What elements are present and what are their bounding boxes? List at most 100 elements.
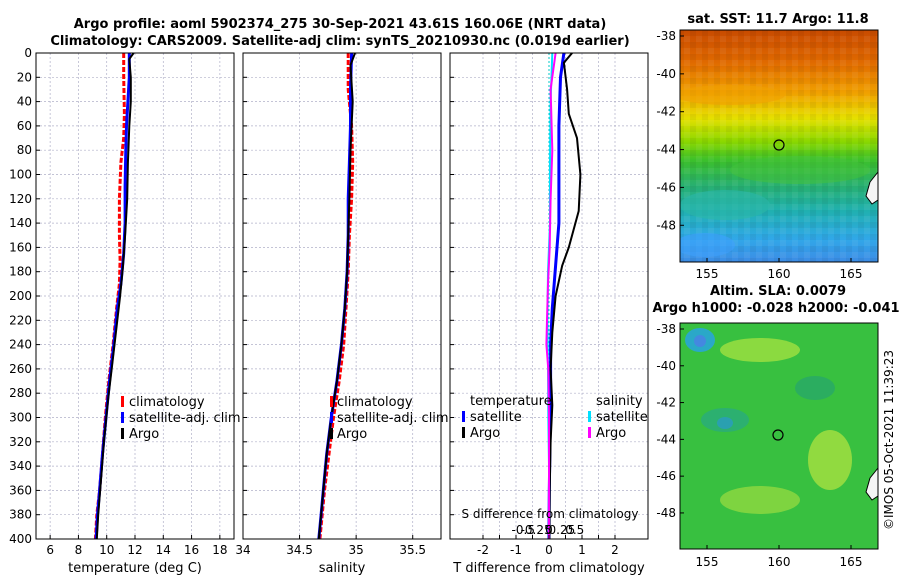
series-line-argo [317, 52, 356, 540]
temperature-legend: climatology satellite-adj. clim Argo [121, 395, 241, 442]
timestamp-credit: ©IMOS 05-Oct-2021 11:39:23 [882, 350, 896, 530]
lat-tick-label: -46 [656, 469, 676, 483]
sst-argo-location-marker [773, 139, 785, 151]
s-difference-tick-label: 0.5 [565, 523, 584, 537]
sst-map-title: sat. SST: 11.7 Argo: 11.8 [687, 12, 868, 27]
y-tick-label: 40 [17, 95, 32, 109]
x-tick-label: 34.5 [286, 543, 313, 557]
y-tick-label: 400 [9, 532, 32, 546]
sla-map-title2: Argo h1000: -0.028 h2000: -0.041 [652, 301, 899, 316]
difference-profile-panel: -2 -1 0 1 2 T difference from climatology [449, 52, 649, 576]
legend-label-satellite: satellite-adj. clim [337, 411, 449, 426]
sla-low-core [694, 335, 706, 347]
legend-swatch-climatology [330, 396, 333, 407]
y-tick-label: 300 [9, 411, 32, 425]
x-axis-label: T difference from climatology [452, 561, 645, 576]
x-tick-label: 35.5 [399, 543, 426, 557]
sla-low-patch [795, 376, 835, 400]
sla-high-patch [808, 430, 852, 490]
y-tick-label: 140 [9, 216, 32, 230]
y-tick-label: 380 [9, 508, 32, 522]
sst-cool-patch [680, 190, 770, 220]
x-axis-label: salinity [319, 561, 366, 576]
lat-tick-label: -44 [656, 143, 676, 157]
lat-tick-label: -40 [656, 67, 676, 81]
x-axis-label: temperature (deg C) [68, 561, 202, 576]
x-tick-label: 6 [46, 543, 54, 557]
legend-label-satellite: satellite-adj. clim [129, 411, 241, 426]
lon-tick-label: 160 [768, 555, 791, 569]
sst-texture [680, 30, 878, 262]
y-tick-label: 240 [9, 338, 32, 352]
series-line-temperature-argo [548, 52, 582, 540]
series-line-argo [95, 52, 135, 540]
sst-coastline [865, 171, 878, 205]
legend-swatch-s-argo [588, 427, 591, 438]
x-tick-label: 35 [349, 543, 364, 557]
sla-map-ticks: -38 -40 -42 -44 -46 -48 155 160 165 [656, 322, 862, 569]
y-tick-label: 280 [9, 386, 32, 400]
figure-title-line1: Argo profile: aoml 5902374_275 30-Sep-20… [74, 17, 607, 32]
y-tick-label: 360 [9, 483, 32, 497]
y-tick-label: 60 [17, 119, 32, 133]
lat-tick-label: -44 [656, 432, 676, 446]
lon-tick-label: 160 [768, 267, 791, 281]
legend-label-argo: Argo [129, 427, 159, 442]
y-tick-label: 320 [9, 435, 32, 449]
sla-eddy-core [717, 417, 733, 429]
y-tick-label: 160 [9, 240, 32, 254]
x-tick-label: -2 [477, 543, 489, 557]
x-tick-label: 2 [611, 543, 619, 557]
legend-title-salinity: salinity [596, 394, 643, 409]
sla-map-title1: Altim. SLA: 0.0079 [710, 284, 846, 299]
y-tick-label: 200 [9, 289, 32, 303]
y-tick-label: 0 [24, 46, 32, 60]
s-difference-tick-label: -0.25 [521, 523, 552, 537]
x-tick-label: 34 [235, 543, 250, 557]
lat-tick-label: -46 [656, 180, 676, 194]
difference-legend: temperature satellite Argo salinity sate… [462, 394, 648, 441]
s-difference-tick-label: 0.25 [549, 523, 576, 537]
lon-tick-label: 165 [840, 267, 863, 281]
series-line-salinity-argo [545, 52, 557, 539]
salinity-legend: climatology satellite-adj. clim Argo [330, 395, 449, 442]
y-tick-label: 100 [9, 168, 32, 182]
lat-tick-label: -38 [656, 29, 676, 43]
sla-south-patch [720, 486, 800, 514]
lon-tick-label: 165 [840, 555, 863, 569]
x-tick-label: 10 [99, 543, 114, 557]
y-tick-label: 340 [9, 459, 32, 473]
legend-swatch-t-satellite [462, 411, 465, 422]
salinity-profile-panel: 34 34.5 35 35.5 salinity [235, 52, 442, 576]
legend-label-s-argo: Argo [596, 426, 626, 441]
legend-swatch-argo [121, 428, 124, 439]
legend-title-temperature: temperature [470, 394, 552, 409]
lat-tick-label: -40 [656, 359, 676, 373]
x-tick-label: 12 [127, 543, 142, 557]
lat-tick-label: -42 [656, 396, 676, 410]
sst-map-ticks: -38 -40 -42 -44 -46 -48 155 160 165 [656, 29, 862, 281]
x-tick-label: 1 [578, 543, 586, 557]
s-difference-tick-label: 0 [545, 523, 553, 537]
y-tick-label: 20 [17, 70, 32, 84]
temperature-profile-panel: 6 8 10 12 14 16 180204060801001201401601802002… [9, 46, 235, 576]
lat-tick-label: -38 [656, 322, 676, 336]
sla-high-ridge [720, 338, 800, 362]
legend-label-argo: Argo [337, 427, 367, 442]
lon-tick-label: 155 [696, 555, 719, 569]
x-tick-label: 8 [75, 543, 83, 557]
x-tick-label: -1 [510, 543, 522, 557]
x-tick-label: 14 [156, 543, 171, 557]
y-tick-label: 120 [9, 192, 32, 206]
x-tick-label: 16 [184, 543, 199, 557]
legend-swatch-satellite [121, 412, 124, 423]
y-tick-label: 220 [9, 313, 32, 327]
sla-coastline [865, 467, 878, 501]
y-tick-label: 260 [9, 362, 32, 376]
sst-warm-patch [680, 85, 785, 105]
legend-swatch-argo [330, 428, 333, 439]
legend-label-t-satellite: satellite [470, 410, 522, 425]
lat-tick-label: -42 [656, 105, 676, 119]
